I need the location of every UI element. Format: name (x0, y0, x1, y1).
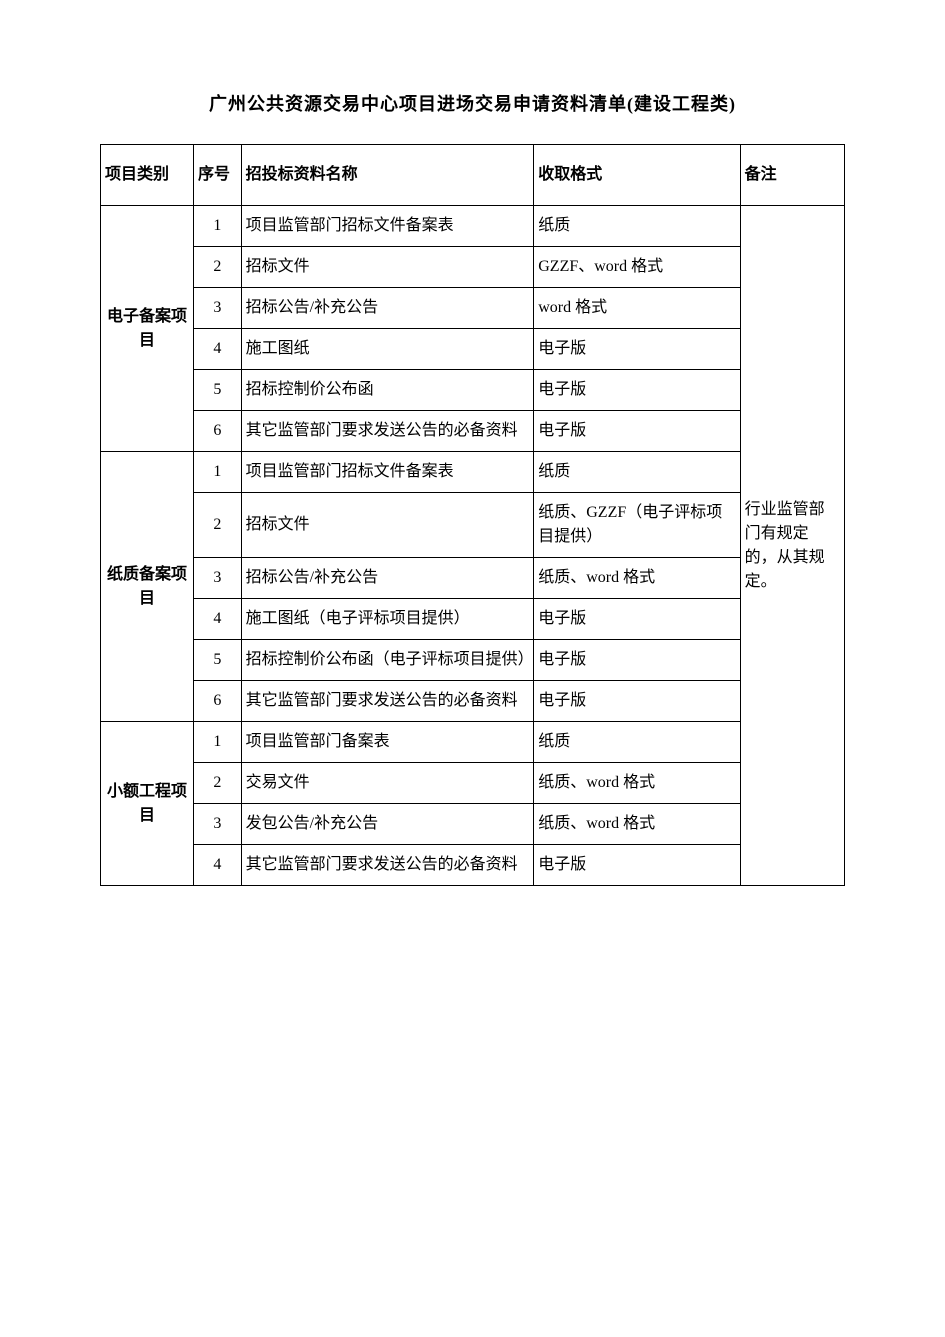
name-cell: 招标公告/补充公告 (241, 558, 534, 599)
format-cell: 电子版 (534, 640, 740, 681)
seq-cell: 5 (194, 640, 242, 681)
format-cell: 纸质、word 格式 (534, 804, 740, 845)
table-row: 6 其它监管部门要求发送公告的必备资料 电子版 (101, 681, 845, 722)
format-cell: 纸质、word 格式 (534, 558, 740, 599)
format-cell: 电子版 (534, 599, 740, 640)
table-row: 2 交易文件 纸质、word 格式 (101, 763, 845, 804)
col-header-format: 收取格式 (534, 145, 740, 206)
table-row: 2 招标文件 GZZF、word 格式 (101, 247, 845, 288)
name-cell: 其它监管部门要求发送公告的必备资料 (241, 845, 534, 886)
format-cell: 纸质 (534, 452, 740, 493)
seq-cell: 2 (194, 247, 242, 288)
seq-cell: 6 (194, 411, 242, 452)
table-row: 5 招标控制价公布函 电子版 (101, 370, 845, 411)
name-cell: 招标文件 (241, 247, 534, 288)
seq-cell: 3 (194, 804, 242, 845)
format-cell: GZZF、word 格式 (534, 247, 740, 288)
format-cell: 纸质、GZZF（电子评标项目提供） (534, 493, 740, 558)
name-cell: 招标控制价公布函 (241, 370, 534, 411)
name-cell: 其它监管部门要求发送公告的必备资料 (241, 681, 534, 722)
seq-cell: 4 (194, 599, 242, 640)
category-cell: 小额工程项目 (101, 722, 194, 886)
format-cell: 纸质、word 格式 (534, 763, 740, 804)
seq-cell: 2 (194, 493, 242, 558)
name-cell: 其它监管部门要求发送公告的必备资料 (241, 411, 534, 452)
table-row: 4 施工图纸（电子评标项目提供） 电子版 (101, 599, 845, 640)
table-row: 小额工程项目 1 项目监管部门备案表 纸质 (101, 722, 845, 763)
seq-cell: 5 (194, 370, 242, 411)
col-header-seq: 序号 (194, 145, 242, 206)
format-cell: 电子版 (534, 329, 740, 370)
materials-table: 项目类别 序号 招投标资料名称 收取格式 备注 电子备案项目 1 项目监管部门招… (100, 144, 845, 886)
table-row: 2 招标文件 纸质、GZZF（电子评标项目提供） (101, 493, 845, 558)
format-cell: 电子版 (534, 411, 740, 452)
format-cell: 电子版 (534, 681, 740, 722)
name-cell: 施工图纸（电子评标项目提供） (241, 599, 534, 640)
table-row: 5 招标控制价公布函（电子评标项目提供） 电子版 (101, 640, 845, 681)
seq-cell: 2 (194, 763, 242, 804)
format-cell: word 格式 (534, 288, 740, 329)
format-cell: 纸质 (534, 206, 740, 247)
table-row: 4 施工图纸 电子版 (101, 329, 845, 370)
col-header-note: 备注 (740, 145, 844, 206)
name-cell: 项目监管部门备案表 (241, 722, 534, 763)
note-cell: 行业监管部门有规定的，从其规定。 (740, 206, 844, 886)
format-cell: 电子版 (534, 845, 740, 886)
seq-cell: 6 (194, 681, 242, 722)
table-row: 纸质备案项目 1 项目监管部门招标文件备案表 纸质 (101, 452, 845, 493)
table-header-row: 项目类别 序号 招投标资料名称 收取格式 备注 (101, 145, 845, 206)
format-cell: 电子版 (534, 370, 740, 411)
name-cell: 招标文件 (241, 493, 534, 558)
table-row: 电子备案项目 1 项目监管部门招标文件备案表 纸质 行业监管部门有规定的，从其规… (101, 206, 845, 247)
table-row: 4 其它监管部门要求发送公告的必备资料 电子版 (101, 845, 845, 886)
format-cell: 纸质 (534, 722, 740, 763)
name-cell: 发包公告/补充公告 (241, 804, 534, 845)
name-cell: 施工图纸 (241, 329, 534, 370)
col-header-category: 项目类别 (101, 145, 194, 206)
seq-cell: 1 (194, 206, 242, 247)
category-cell: 电子备案项目 (101, 206, 194, 452)
name-cell: 项目监管部门招标文件备案表 (241, 452, 534, 493)
seq-cell: 3 (194, 558, 242, 599)
page-title: 广州公共资源交易中心项目进场交易申请资料清单(建设工程类) (100, 90, 845, 116)
seq-cell: 3 (194, 288, 242, 329)
seq-cell: 1 (194, 722, 242, 763)
table-row: 3 招标公告/补充公告 纸质、word 格式 (101, 558, 845, 599)
table-row: 3 发包公告/补充公告 纸质、word 格式 (101, 804, 845, 845)
category-cell: 纸质备案项目 (101, 452, 194, 722)
name-cell: 招标控制价公布函（电子评标项目提供） (241, 640, 534, 681)
seq-cell: 4 (194, 845, 242, 886)
seq-cell: 1 (194, 452, 242, 493)
table-row: 6 其它监管部门要求发送公告的必备资料 电子版 (101, 411, 845, 452)
table-row: 3 招标公告/补充公告 word 格式 (101, 288, 845, 329)
name-cell: 招标公告/补充公告 (241, 288, 534, 329)
col-header-name: 招投标资料名称 (241, 145, 534, 206)
name-cell: 项目监管部门招标文件备案表 (241, 206, 534, 247)
seq-cell: 4 (194, 329, 242, 370)
name-cell: 交易文件 (241, 763, 534, 804)
